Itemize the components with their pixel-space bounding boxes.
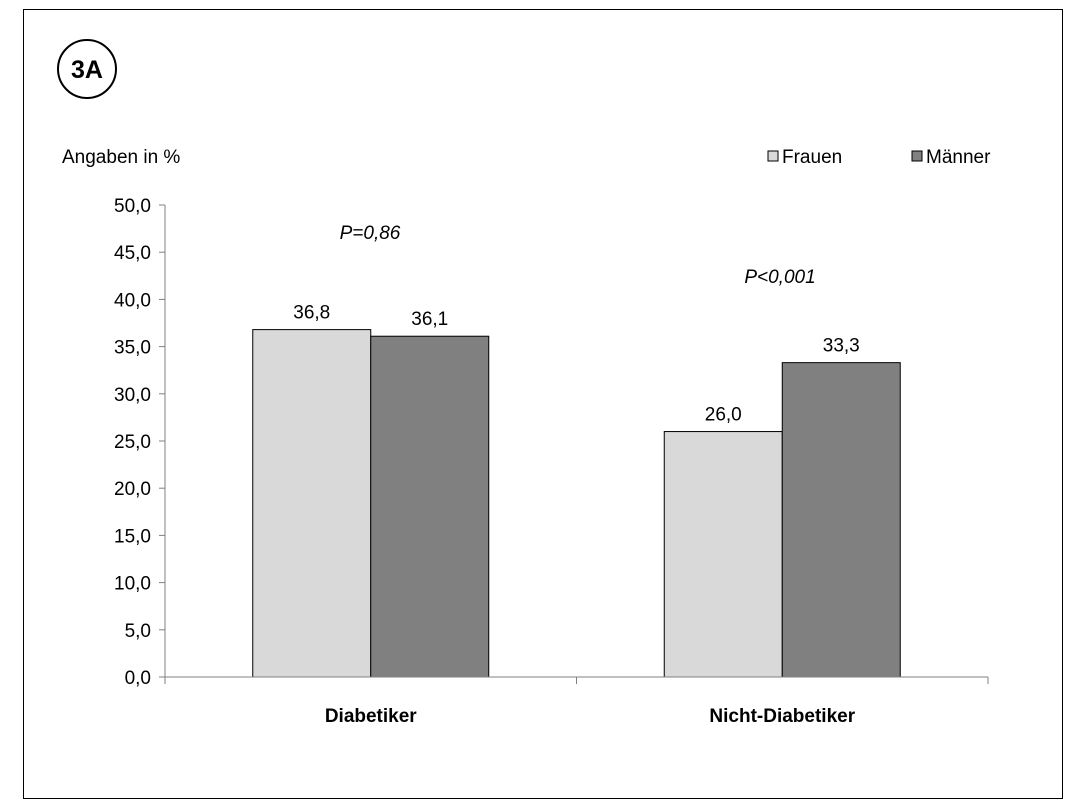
- annotation-diabetiker: P=0,86: [340, 223, 401, 244]
- legend-swatch-frauen: [767, 150, 779, 162]
- y-tick-label: 0,0: [125, 668, 151, 689]
- y-tick-label: 20,0: [114, 479, 151, 500]
- bar-mnner-1: [781, 362, 901, 678]
- bar-value-label: 36,8: [293, 303, 330, 324]
- y-tick-label: 5,0: [125, 621, 151, 642]
- legend-label-maenner: Männer: [926, 147, 991, 168]
- y-axis: 0,0 5,0 10,0 15,0 20,0 25,0 30,0 35,0 40,0 45,0 50…: [114, 196, 166, 689]
- y-tick-label: 40,0: [114, 290, 151, 311]
- y-tick-label: 35,0: [114, 338, 151, 359]
- y-tick-label: 45,0: [114, 243, 151, 264]
- y-axis-label: Angaben in %: [62, 147, 180, 168]
- x-axis: Diabetiker Nicht-Diabetiker: [164, 676, 989, 727]
- bar-frauen-1: [663, 431, 783, 678]
- bar-frauen-0: [252, 329, 372, 678]
- x-category-label: Diabetiker: [325, 706, 417, 727]
- y-tick-label: 15,0: [114, 526, 151, 547]
- legend-label-frauen: Frauen: [782, 147, 842, 168]
- y-tick-label: 30,0: [114, 385, 151, 406]
- y-tick-label: 50,0: [114, 196, 151, 217]
- bar-value-label: 33,3: [823, 336, 860, 357]
- annotation-nicht-diabetiker: P<0,001: [744, 267, 815, 288]
- panel-label-circle: [57, 39, 117, 99]
- legend-swatch-maenner: [911, 150, 923, 162]
- y-tick-label: 25,0: [114, 432, 151, 453]
- x-category-label: Nicht-Diabetiker: [709, 706, 855, 727]
- y-tick-label: 10,0: [114, 574, 151, 595]
- bar-value-label: 36,1: [411, 309, 448, 330]
- bars: 36,8 36,1 26,0 33,3: [252, 303, 901, 678]
- bar-mnner-0: [370, 335, 490, 678]
- bar-value-label: 26,0: [705, 405, 742, 426]
- panel-label: 3A: [71, 56, 103, 84]
